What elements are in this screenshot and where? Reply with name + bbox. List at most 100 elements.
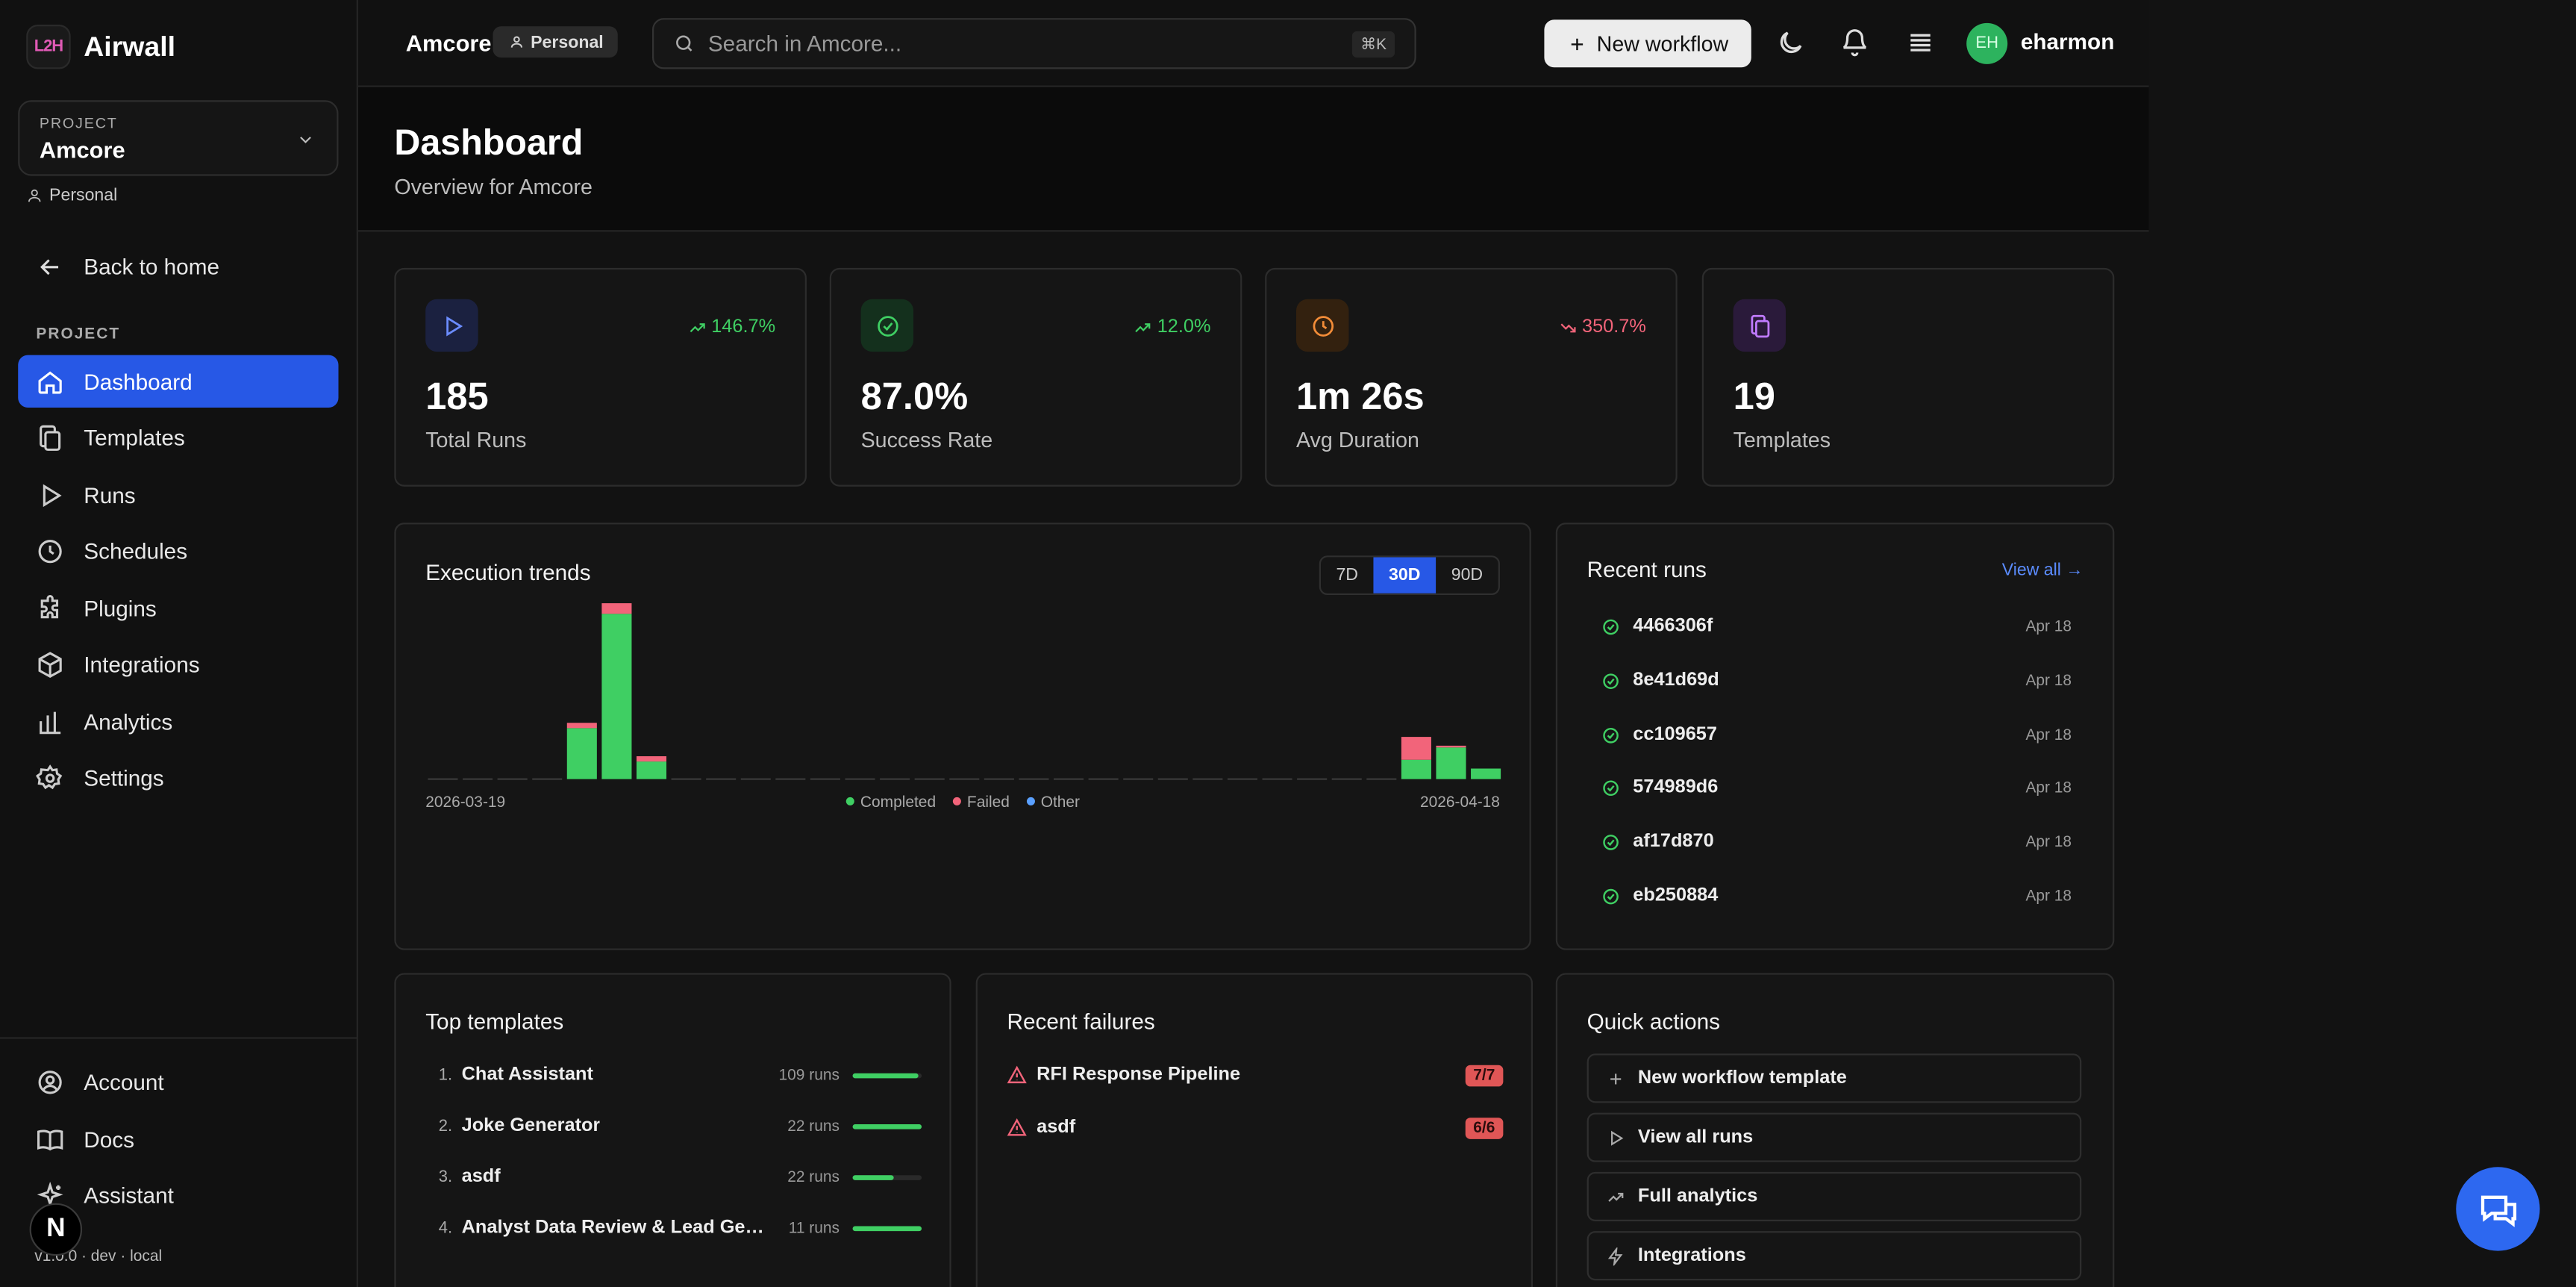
chart-bar-completed[interactable] (1436, 747, 1466, 779)
search-input[interactable] (707, 31, 1333, 56)
chart-bar-failed[interactable] (636, 756, 667, 762)
warning-icon (1007, 1118, 1027, 1136)
chart-baseline-segment (1019, 778, 1049, 780)
brand-name: Airwall (84, 30, 176, 62)
sidebar-item-label: Templates (84, 425, 185, 450)
stat-delta-value: 146.7% (711, 317, 776, 337)
execution-trends-card: Execution trends 7D 30D 90D 2026-03-19 2… (394, 523, 1531, 950)
sidebar-item-label: Docs (84, 1126, 135, 1152)
sidebar-item-docs[interactable]: Docs (18, 1113, 338, 1165)
run-row[interactable]: cc109657 Apr 18 (1601, 722, 2072, 748)
template-rank: 2. (438, 1117, 453, 1135)
chat-support-button[interactable] (2456, 1167, 2540, 1251)
puzzle-icon (40, 594, 59, 618)
failure-row[interactable]: asdf 6/6 (1007, 1115, 1504, 1141)
range-7d[interactable]: 7D (1336, 565, 1359, 585)
chat-icon (2480, 1194, 2516, 1227)
run-row[interactable]: eb250884 Apr 18 (1601, 882, 2072, 909)
template-rank: 1. (438, 1065, 453, 1085)
chart-bar-completed[interactable] (601, 614, 632, 779)
n-badge[interactable]: N (29, 1203, 83, 1256)
sidebar-item-runs[interactable]: Runs (18, 469, 338, 521)
stat-label: Templates (1733, 427, 1831, 452)
bell-icon[interactable] (1840, 28, 1870, 57)
chart-bar-failed[interactable] (601, 603, 632, 614)
chart-bar-completed[interactable] (636, 761, 667, 779)
chart-baseline-segment (532, 778, 563, 780)
new-workflow-button[interactable]: New workflow (1544, 19, 1751, 68)
chart-bar-completed[interactable] (1401, 759, 1431, 779)
check-circle-icon (1603, 888, 1619, 904)
quick-action-integrations[interactable]: Integrations (1586, 1231, 2082, 1281)
quick-action-label: Integrations (1637, 1245, 1746, 1266)
template-row[interactable]: 2. Joke Generator 22 runs (439, 1115, 922, 1138)
stat-value: 19 (1733, 375, 1775, 418)
failure-count-badge: 6/6 (1465, 1117, 1504, 1138)
trend-down-icon (1560, 322, 1576, 332)
brand[interactable]: L2H Airwall (26, 25, 175, 69)
templates-icon (40, 424, 61, 450)
project-selector[interactable]: PROJECT Amcore (18, 100, 339, 176)
quick-actions-card: Quick actions New workflow template View… (1555, 973, 2115, 1287)
template-row[interactable]: 3. asdf 22 runs (439, 1165, 922, 1188)
run-row[interactable]: af17d870 Apr 18 (1601, 829, 2072, 855)
template-runs: 109 runs (778, 1065, 840, 1085)
sidebar-item-plugins[interactable]: Plugins (18, 582, 338, 634)
sidebar-item-label: Integrations (84, 652, 200, 677)
template-row[interactable]: 4. Analyst Data Review & Lead Gener... 1… (439, 1216, 922, 1239)
sidebar-item-label: Runs (84, 482, 136, 508)
chart-baseline-segment (1227, 778, 1258, 780)
sidebar-item-templates[interactable]: Templates (18, 411, 338, 463)
template-name: asdf (461, 1167, 501, 1187)
back-to-home-label: Back to home (84, 254, 220, 279)
template-row[interactable]: 1. Chat Assistant 109 runs (439, 1064, 922, 1087)
run-row[interactable]: 8e41d69d Apr 18 (1601, 667, 2072, 694)
chart-bar-failed[interactable] (566, 723, 597, 729)
sidebar-item-account[interactable]: Account (18, 1056, 338, 1108)
sidebar-item-analytics[interactable]: Analytics (18, 695, 338, 747)
chart-baseline-segment (1297, 778, 1328, 780)
back-to-home-link[interactable]: Back to home (18, 240, 338, 292)
range-selector: 7D 30D 90D (1319, 555, 1500, 596)
trend-up-icon (690, 322, 705, 331)
top-templates-card: Top templates 1. Chat Assistant 109 runs… (394, 973, 951, 1287)
list-icon[interactable] (1906, 28, 1936, 57)
range-90d[interactable]: 90D (1451, 565, 1484, 585)
page-header: Dashboard Overview for Amcore (357, 87, 2149, 232)
avatar[interactable]: EH (1966, 22, 2008, 64)
chart-baseline-segment (671, 778, 701, 780)
sidebar-item-settings[interactable]: Settings (18, 751, 338, 803)
recent-failures-card: Recent failures RFI Response Pipeline 7/… (975, 973, 1533, 1287)
sidebar-item-assistant[interactable]: Assistant (18, 1168, 338, 1221)
sidebar-item-schedules[interactable]: Schedules (18, 524, 338, 576)
top-templates-title: Top templates (425, 1009, 564, 1034)
failure-row[interactable]: RFI Response Pipeline 7/7 (1007, 1062, 1504, 1088)
chart-baseline-segment (1262, 778, 1292, 780)
sidebar-item-dashboard[interactable]: Dashboard (18, 355, 339, 408)
page-subtitle: Overview for Amcore (394, 174, 593, 199)
template-usage-bar (852, 1225, 922, 1231)
search-bar[interactable]: ⌘K (651, 18, 1416, 69)
quick-action-new-template[interactable]: New workflow template (1586, 1053, 2082, 1103)
sidebar-item-integrations[interactable]: Integrations (18, 638, 338, 690)
chart-bar-failed[interactable] (1401, 737, 1431, 760)
quick-action-analytics[interactable]: Full analytics (1586, 1171, 2082, 1221)
range-30d[interactable]: 30D (1373, 557, 1437, 593)
view-all-runs-link[interactable]: View all → (2001, 560, 2083, 581)
sidebar-section-label: PROJECT (36, 325, 121, 344)
chart-bar-failed[interactable] (1436, 745, 1466, 748)
chart-baseline-segment (428, 778, 458, 780)
run-row[interactable]: 4466306f Apr 18 (1601, 613, 2072, 639)
template-name: Chat Assistant (461, 1065, 593, 1085)
username[interactable]: eharmon (2020, 29, 2115, 54)
legend-item-other: Other (1025, 794, 1080, 812)
quick-action-view-runs[interactable]: View all runs (1586, 1112, 2082, 1162)
sidebar-item-label: Account (84, 1069, 164, 1094)
chart-bar-completed[interactable] (1471, 768, 1501, 779)
template-usage-fill (852, 1225, 922, 1231)
template-usage-bar (852, 1174, 922, 1180)
moon-icon[interactable] (1776, 28, 1806, 57)
run-row[interactable]: 574989d6 Apr 18 (1601, 774, 2072, 800)
chart-bar-completed[interactable] (566, 728, 597, 779)
